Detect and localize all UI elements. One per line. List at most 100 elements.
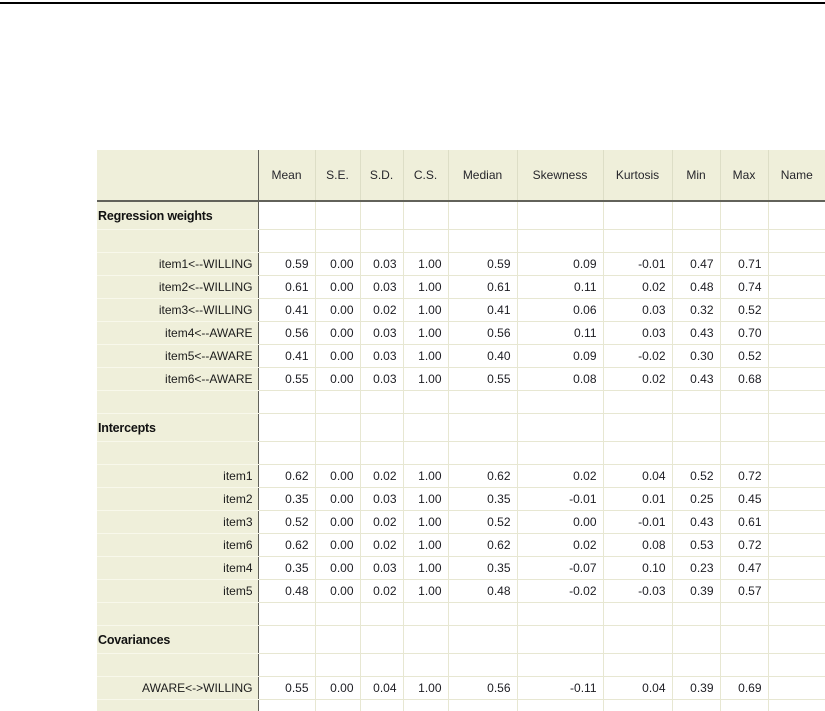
corner-cell [97,150,259,202]
value-cell [448,201,518,230]
value-cell [720,229,769,253]
value-cell: 0.71 [720,252,769,276]
value-cell: -0.02 [517,579,604,603]
value-cell [403,229,449,253]
value-cell: 0.53 [672,533,721,557]
value-cell: 0.39 [672,676,721,700]
value-cell: 0.43 [672,510,721,534]
table-row: item6<--AWARE 0.55 0.00 0.03 1.00 0.55 0.08 0.0… [97,367,825,391]
column-header: Mean [258,150,316,202]
value-cell: 0.03 [360,556,404,580]
value-cell [360,390,404,414]
value-cell: 0.61 [720,510,769,534]
value-cell: 0.45 [720,487,769,511]
column-header: Max [720,150,769,202]
value-cell [258,201,316,230]
value-cell: 0.47 [672,252,721,276]
value-cell: 0.00 [315,298,361,322]
section-row: Intercepts [97,413,825,442]
value-cell: 1.00 [403,298,449,322]
value-cell [517,390,604,414]
section-title: Regression weights [97,201,259,230]
row-label: item5 [97,579,259,603]
value-cell: 0.35 [258,487,316,511]
value-cell [315,390,361,414]
value-cell [258,653,316,677]
table-row: item3 0.52 0.00 0.02 1.00 0.52 0.00 -0.01 0.43 0.… [97,510,825,534]
value-cell: 0.02 [360,533,404,557]
section-title: Covariances [97,625,259,654]
value-cell: 0.62 [258,464,316,488]
value-cell [315,602,361,626]
value-cell [603,441,673,465]
value-cell [672,413,721,442]
value-cell [768,441,825,465]
value-cell [768,413,825,442]
row-label [97,602,259,626]
value-cell [603,390,673,414]
value-cell [403,201,449,230]
value-cell: 0.02 [360,464,404,488]
value-cell [360,441,404,465]
value-cell [672,229,721,253]
value-cell: 0.08 [603,533,673,557]
value-cell: 1.00 [403,367,449,391]
value-cell [517,602,604,626]
value-cell [768,344,825,368]
value-cell [403,441,449,465]
value-cell: 0.48 [258,579,316,603]
row-label: item3 [97,510,259,534]
top-divider-line [0,2,825,4]
value-cell: 0.03 [360,252,404,276]
value-cell [315,653,361,677]
value-cell [768,321,825,345]
value-cell [403,390,449,414]
value-cell: 0.72 [720,464,769,488]
value-cell [448,653,518,677]
value-cell: 0.61 [448,275,518,299]
value-cell [315,699,361,711]
value-cell [768,510,825,534]
value-cell [258,625,316,654]
value-cell [768,676,825,700]
value-cell: 0.55 [448,367,518,391]
value-cell [672,201,721,230]
value-cell: 0.56 [448,676,518,700]
value-cell [315,229,361,253]
value-cell: 0.06 [517,298,604,322]
value-cell: 0.00 [315,676,361,700]
value-cell: 0.00 [517,510,604,534]
table-row: item5<--AWARE 0.41 0.00 0.03 1.00 0.40 0.09 -0.… [97,344,825,368]
value-cell: 0.32 [672,298,721,322]
value-cell [315,201,361,230]
value-cell: 1.00 [403,510,449,534]
value-cell: -0.11 [517,676,604,700]
value-cell [403,602,449,626]
value-cell: 0.30 [672,344,721,368]
blank-row [97,441,825,465]
value-cell: 0.52 [448,510,518,534]
value-cell [360,602,404,626]
value-cell: 0.72 [720,533,769,557]
value-cell [720,699,769,711]
row-label [97,653,259,677]
value-cell [720,390,769,414]
value-cell: 0.02 [517,533,604,557]
value-cell [768,602,825,626]
value-cell [258,413,316,442]
value-cell [517,441,604,465]
value-cell: 0.03 [360,344,404,368]
value-cell: 0.04 [603,676,673,700]
column-header: Skewness [517,150,604,202]
value-cell: 0.03 [360,367,404,391]
value-cell: 1.00 [403,579,449,603]
value-cell: 0.68 [720,367,769,391]
value-cell: 0.02 [603,367,673,391]
value-cell [360,653,404,677]
value-cell: 0.03 [603,321,673,345]
row-label: item6<--AWARE [97,367,259,391]
value-cell [360,229,404,253]
row-label: AWARE<->WILLING [97,676,259,700]
statistics-table: Mean S.E. S.D. C.S. Median Skewness Kurtosis Mi… [97,150,825,711]
value-cell [603,653,673,677]
